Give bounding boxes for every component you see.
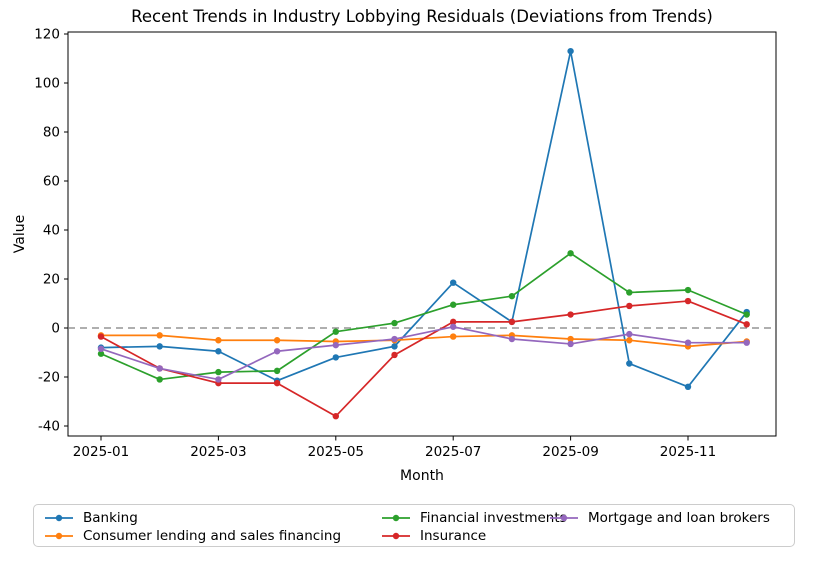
x-tick-label: 2025-07 bbox=[425, 444, 481, 460]
series-point-financial-investments bbox=[97, 350, 105, 357]
series-point-financial-investments bbox=[332, 328, 339, 335]
series-point-mortgage-and-loan-brokers bbox=[743, 339, 750, 346]
series-point-insurance bbox=[450, 318, 457, 326]
series-line-insurance bbox=[100, 300, 748, 418]
series-point-consumer-lending-and-sales-financing bbox=[450, 333, 457, 340]
series-point-mortgage-and-loan-brokers bbox=[684, 339, 692, 346]
series-point-insurance bbox=[391, 351, 398, 359]
x-tick-label: 2025-05 bbox=[308, 444, 364, 460]
legend-item-insurance: Insurance bbox=[381, 528, 549, 544]
axes-frame bbox=[67, 31, 777, 437]
series-point-mortgage-and-loan-brokers bbox=[450, 323, 457, 330]
series-point-banking bbox=[626, 360, 633, 367]
legend-marker-icon bbox=[550, 514, 578, 522]
series-point-financial-investments bbox=[273, 367, 281, 375]
y-tick-label: -20 bbox=[38, 370, 60, 386]
series-point-mortgage-and-loan-brokers bbox=[97, 345, 105, 353]
legend-label: Mortgage and loan brokers bbox=[588, 510, 770, 526]
series-point-consumer-lending-and-sales-financing bbox=[626, 337, 633, 344]
series-point-mortgage-and-loan-brokers bbox=[508, 335, 516, 343]
series-point-mortgage-and-loan-brokers bbox=[626, 330, 633, 338]
series-point-financial-investments bbox=[684, 286, 692, 294]
legend-column: Banking Consumer lending and sales financ… bbox=[44, 510, 381, 544]
series-point-mortgage-and-loan-brokers bbox=[332, 341, 339, 349]
y-tick-label: 100 bbox=[34, 76, 60, 92]
x-tick-label: 2025-03 bbox=[190, 444, 246, 460]
series-point-consumer-lending-and-sales-financing bbox=[567, 335, 574, 343]
legend-column: Financial investments Insurance bbox=[381, 510, 567, 544]
series-point-consumer-lending-and-sales-financing bbox=[215, 337, 222, 344]
y-axis-label: Value bbox=[12, 214, 28, 254]
series-point-mortgage-and-loan-brokers bbox=[215, 376, 222, 383]
series-line-mortgage-and-loan-brokers bbox=[100, 325, 748, 381]
y-tick-label: 40 bbox=[43, 223, 60, 239]
y-tick-label: 80 bbox=[43, 125, 60, 141]
series-point-financial-investments bbox=[743, 311, 750, 318]
series-line-financial-investments bbox=[100, 252, 748, 381]
series-point-financial-investments bbox=[391, 319, 398, 327]
x-axis-label: Month bbox=[400, 468, 444, 484]
y-tick-label: 60 bbox=[43, 174, 60, 190]
series-point-insurance bbox=[332, 413, 339, 420]
legend-marker-icon bbox=[382, 514, 410, 522]
series-point-financial-investments bbox=[450, 301, 457, 308]
series-point-banking bbox=[156, 343, 163, 350]
series-point-financial-investments bbox=[215, 368, 222, 376]
legend: Banking Consumer lending and sales financ… bbox=[33, 504, 795, 547]
series-point-insurance bbox=[684, 297, 692, 305]
x-tick-label: 2025-11 bbox=[660, 444, 716, 460]
series-point-financial-investments bbox=[508, 292, 516, 300]
legend-column: Mortgage and loan brokers bbox=[549, 510, 784, 526]
series-point-banking bbox=[567, 47, 574, 55]
y-tick-label: 120 bbox=[34, 27, 60, 43]
series-point-insurance bbox=[97, 333, 105, 340]
series-point-banking bbox=[332, 354, 339, 361]
series-point-banking bbox=[684, 383, 692, 390]
series-point-insurance bbox=[508, 318, 516, 326]
series-point-consumer-lending-and-sales-financing bbox=[273, 337, 281, 344]
legend-marker-icon bbox=[382, 532, 410, 540]
legend-marker-icon bbox=[45, 514, 73, 522]
y-tick-label: 20 bbox=[43, 272, 60, 288]
series-point-financial-investments bbox=[156, 376, 163, 383]
series-point-mortgage-and-loan-brokers bbox=[391, 335, 398, 343]
legend-item-banking: Banking bbox=[44, 510, 381, 526]
series-point-mortgage-and-loan-brokers bbox=[567, 340, 574, 348]
series-point-banking bbox=[215, 348, 222, 355]
y-tick-label: 0 bbox=[51, 321, 60, 337]
series-point-banking bbox=[391, 343, 398, 350]
legend-item-consumer-lending-and-sales-financing: Consumer lending and sales financing bbox=[44, 528, 381, 544]
y-tick-label: -40 bbox=[38, 419, 60, 435]
x-tick-label: 2025-01 bbox=[73, 444, 129, 460]
legend-label: Banking bbox=[83, 510, 138, 526]
series-point-insurance bbox=[743, 321, 750, 328]
legend-label: Insurance bbox=[420, 528, 487, 544]
series-point-mortgage-and-loan-brokers bbox=[273, 348, 281, 355]
series-point-banking bbox=[450, 279, 457, 286]
x-tick-label: 2025-09 bbox=[542, 444, 598, 460]
legend-item-mortgage-and-loan-brokers: Mortgage and loan brokers bbox=[549, 510, 784, 526]
chart-title: Recent Trends in Industry Lobbying Resid… bbox=[131, 7, 713, 26]
legend-label: Financial investments bbox=[420, 510, 567, 526]
legend-marker-icon bbox=[45, 532, 73, 540]
series-point-insurance bbox=[567, 311, 574, 318]
series-point-insurance bbox=[273, 379, 281, 387]
series-point-insurance bbox=[626, 302, 633, 310]
series-point-financial-investments bbox=[626, 289, 633, 296]
series-point-consumer-lending-and-sales-financing bbox=[156, 332, 163, 339]
series-point-mortgage-and-loan-brokers bbox=[156, 365, 163, 372]
legend-item-financial-investments: Financial investments bbox=[381, 510, 567, 526]
series-point-financial-investments bbox=[567, 250, 574, 257]
legend-label: Consumer lending and sales financing bbox=[83, 528, 342, 544]
